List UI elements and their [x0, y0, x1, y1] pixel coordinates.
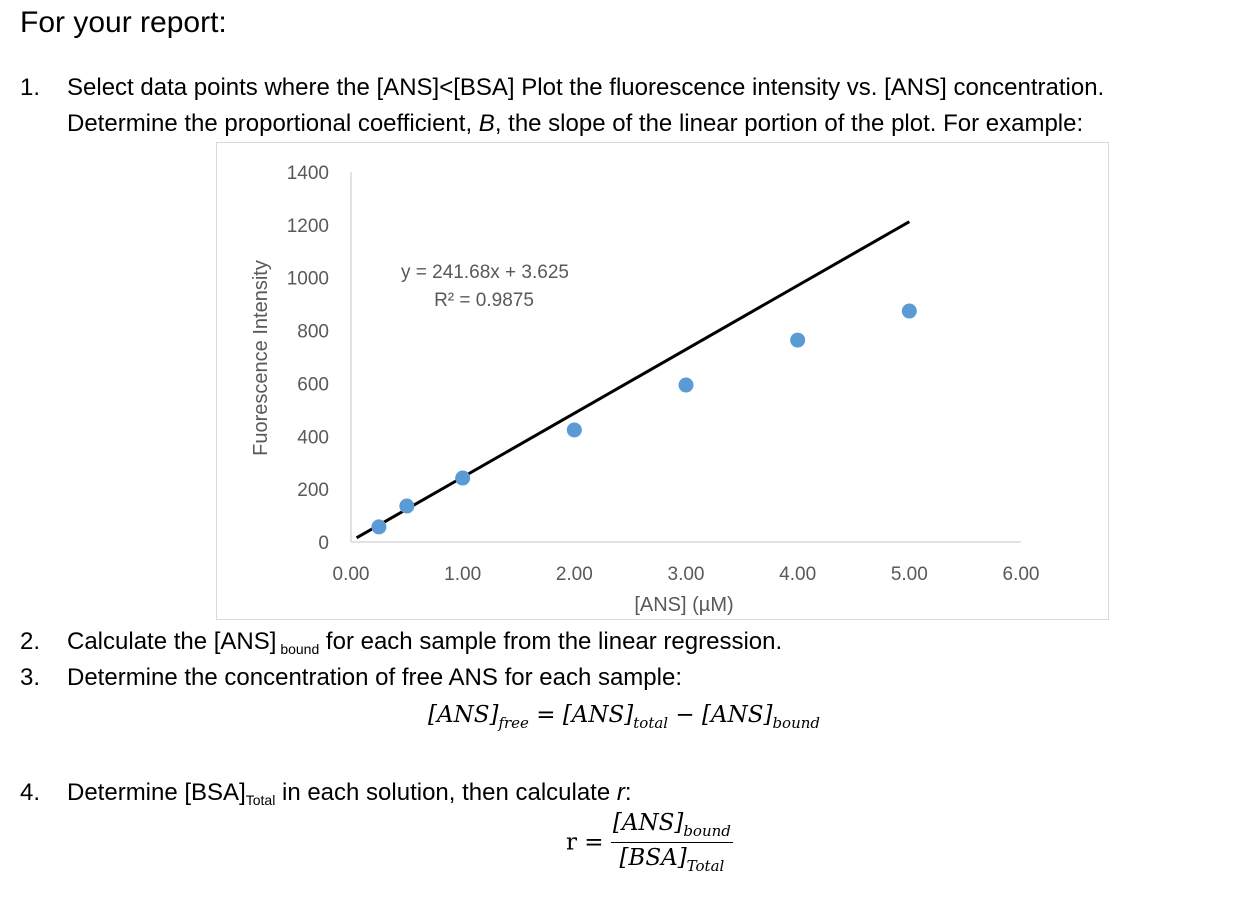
free-ans-equation: [ANS]free = [ANS]total − [ANS]bound: [428, 702, 820, 732]
data-point: [455, 470, 471, 486]
data-point: [566, 422, 582, 438]
r-eq-denominator: [BSA]Total: [611, 843, 733, 875]
step-1-number: 1.: [20, 74, 41, 101]
eq-term1-sub: total: [633, 714, 669, 732]
y-tick-label: 800: [297, 322, 329, 343]
y-tick-label: 0: [318, 533, 329, 554]
step-1-line2-before: Determine the proportional coefficient,: [67, 110, 479, 137]
page-heading: For your report:: [20, 6, 227, 39]
y-tick-label: 1400: [287, 163, 329, 184]
trendline-equation: y = 241.68x + 3.625: [401, 262, 569, 283]
y-tick-label: 1200: [287, 216, 329, 237]
eq-lhs-sub: free: [498, 714, 529, 732]
scatter-chart: Fuorescence Intensity [ANS] (µM) y = 241…: [250, 163, 1040, 616]
step-1-line2: Determine the proportional coefficient, …: [67, 110, 1083, 138]
r-eq-den-sub: Total: [686, 857, 725, 875]
x-tick-label: 2.00: [556, 564, 593, 585]
step-2-number: 2.: [20, 628, 41, 655]
step-4-italic-r: r: [616, 779, 625, 806]
step-2-text: Calculate the [ANS] bound for each sampl…: [67, 628, 782, 657]
trendline: [355, 220, 911, 540]
step-4-number: 4.: [20, 779, 41, 806]
step-2-subscript: bound: [276, 641, 320, 657]
data-point: [371, 519, 387, 535]
step-4-text-before: Determine [BSA]: [67, 779, 246, 806]
y-tick-label: 200: [297, 480, 329, 501]
r-eq-den-text: [BSA]: [619, 845, 687, 871]
chart-axes: 0 200 400 600 800 1000 1200 1400 0.00 1.00 2.00 3.0…: [287, 163, 1040, 585]
step-1-line1: Select data points where the [ANS]<[BSA]…: [67, 74, 1105, 101]
x-tick-label: 0.00: [333, 564, 370, 585]
eq-minus: −: [668, 702, 702, 728]
y-axis-label: Fuorescence Intensity: [250, 260, 272, 456]
x-tick-label: 3.00: [668, 564, 705, 585]
step-4-text-after: :: [624, 779, 632, 806]
x-axis-label: [ANS] (µM): [634, 594, 733, 616]
eq-lhs: [ANS]: [428, 702, 499, 728]
y-tick-label: 600: [297, 374, 329, 395]
step-4-text: Determine [BSA]Total in each solution, t…: [67, 779, 632, 808]
eq-term1: [ANS]: [562, 702, 634, 728]
r-eq-num-text: [ANS]: [612, 810, 684, 836]
r-equation: r = [ANS]bound [BSA]Total: [566, 810, 733, 875]
data-point: [399, 498, 415, 514]
step-4-text-mid: in each solution, then calculate: [275, 779, 617, 806]
r-eq-num-sub: bound: [683, 822, 731, 840]
chart-container: Fuorescence Intensity [ANS] (µM) y = 241…: [216, 142, 1109, 620]
y-tick-label: 1000: [287, 269, 329, 290]
step-1-line2-italic: B: [478, 110, 495, 137]
x-tick-label: 5.00: [891, 564, 928, 585]
step-1-line2-after: , the slope of the linear portion of the…: [494, 110, 1084, 137]
eq-term2: [ANS]: [702, 702, 773, 728]
x-tick-label: 6.00: [1003, 564, 1040, 585]
step-3-number: 3.: [20, 664, 41, 691]
step-4-subscript: Total: [245, 792, 276, 808]
step-2-text-after: for each sample from the linear regressi…: [319, 628, 783, 655]
data-points: [371, 303, 917, 535]
data-point: [678, 377, 694, 393]
data-point: [790, 332, 806, 348]
step-2-text-before: Calculate the [ANS]: [67, 628, 277, 655]
r-eq-lhs: r =: [566, 829, 611, 856]
r-eq-fraction: [ANS]bound [BSA]Total: [610, 810, 733, 875]
step-3-text: Determine the concentration of free ANS …: [67, 664, 682, 691]
eq-term2-sub: bound: [772, 714, 820, 732]
x-tick-label: 1.00: [444, 564, 481, 585]
eq-equals: =: [528, 702, 563, 728]
data-point: [901, 303, 917, 319]
x-tick-label: 4.00: [779, 564, 816, 585]
trendline-r2: R² = 0.9875: [434, 290, 534, 311]
y-tick-label: 400: [297, 427, 329, 448]
trendline-path: [355, 220, 911, 540]
r-eq-numerator: [ANS]bound: [610, 810, 733, 843]
